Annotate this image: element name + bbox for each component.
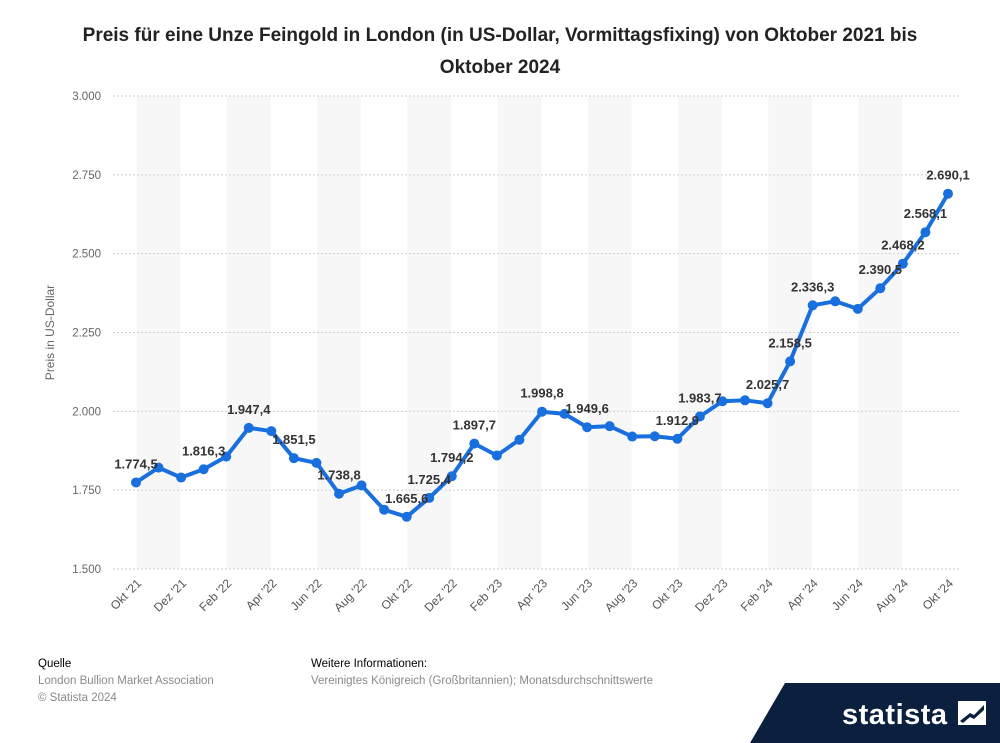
data-point xyxy=(334,488,344,499)
data-point xyxy=(153,462,164,473)
chart-title: Preis für eine Unze Feingold in London (… xyxy=(82,25,918,78)
data-point xyxy=(672,433,683,444)
x-tick-label: Feb '23 xyxy=(467,576,505,614)
data-label: 1.816,3 xyxy=(182,443,225,458)
data-point xyxy=(288,453,299,464)
data-label: 1.912,9 xyxy=(656,413,699,428)
data-point xyxy=(356,480,367,491)
info-block: Weitere Informationen: Vereinigtes König… xyxy=(311,656,653,690)
data-label: 1.665,6 xyxy=(385,491,428,506)
x-tick-label: Dez '21 xyxy=(151,576,190,615)
info-heading: Weitere Informationen: xyxy=(311,658,428,670)
y-tick-label: 2.250 xyxy=(72,328,101,340)
x-tick-label: Okt '23 xyxy=(649,576,686,613)
data-point xyxy=(491,450,502,461)
x-tick-label: Jun '22 xyxy=(288,576,325,613)
data-point xyxy=(131,477,141,488)
x-tick-label: Okt '22 xyxy=(378,576,415,613)
data-label: 2.690,1 xyxy=(926,168,969,183)
data-point xyxy=(582,422,593,433)
data-label: 2.158,5 xyxy=(768,335,811,350)
data-point xyxy=(401,511,412,522)
data-label: 1.738,8 xyxy=(317,468,360,483)
x-tick-label: Apr '22 xyxy=(243,576,280,613)
data-point xyxy=(627,431,638,442)
data-point xyxy=(221,451,232,462)
data-point xyxy=(920,227,931,238)
x-tick-label: Aug '23 xyxy=(602,576,641,615)
source-block: Quelle London Bullion Market Association… xyxy=(38,656,214,707)
x-tick-label: Dez '22 xyxy=(421,576,460,615)
x-tick-label: Feb '24 xyxy=(738,576,776,614)
x-tick-label: Aug '24 xyxy=(873,576,912,615)
source-heading: Quelle xyxy=(38,658,72,670)
data-point xyxy=(762,398,773,409)
info-text: Vereinigtes Königreich (Großbritannien);… xyxy=(311,675,653,687)
data-label: 1.949,6 xyxy=(565,401,608,416)
x-tick-label: Feb '22 xyxy=(196,576,234,614)
data-point xyxy=(604,421,615,432)
data-point xyxy=(469,438,480,449)
background-band xyxy=(678,96,722,569)
statista-logo[interactable]: statista xyxy=(750,683,1000,743)
data-point xyxy=(785,356,796,367)
data-point xyxy=(717,396,728,407)
data-point xyxy=(311,457,322,468)
data-label: 1.774,5 xyxy=(114,456,157,471)
data-label: 1.897,7 xyxy=(453,418,496,433)
x-tick-label: Apr '24 xyxy=(784,576,821,613)
data-label: 2.336,3 xyxy=(791,279,834,294)
x-tick-label: Jun '24 xyxy=(829,576,866,613)
data-point xyxy=(266,426,277,437)
data-label: 1.983,7 xyxy=(678,390,721,405)
x-tick-label: Jun '23 xyxy=(558,576,595,613)
y-tick-label: 1.750 xyxy=(72,485,101,497)
x-tick-label: Apr '23 xyxy=(514,576,551,613)
data-point xyxy=(514,434,525,445)
data-point xyxy=(379,504,390,515)
y-tick-label: 2.750 xyxy=(72,170,101,182)
data-label: 1.794,2 xyxy=(430,450,473,465)
x-tick-label: Okt '21 xyxy=(108,576,145,613)
data-point xyxy=(559,408,570,419)
data-point xyxy=(649,431,660,442)
data-point xyxy=(198,464,209,475)
data-label: 2.390,5 xyxy=(859,262,902,277)
copyright-text: © Statista 2024 xyxy=(38,692,117,704)
y-tick-label: 2.000 xyxy=(72,406,101,418)
data-point xyxy=(830,296,841,307)
y-axis-title: Preis in US-Dollar xyxy=(43,285,57,380)
data-point xyxy=(807,300,818,311)
data-point xyxy=(852,303,863,314)
data-point xyxy=(537,406,547,417)
data-point xyxy=(424,492,435,503)
source-text: London Bullion Market Association xyxy=(38,675,214,687)
data-point xyxy=(943,188,953,199)
data-label: 2.025,7 xyxy=(746,377,789,392)
data-label: 2.468,2 xyxy=(881,238,924,253)
data-label: 1.851,5 xyxy=(272,432,315,447)
data-point xyxy=(875,283,886,294)
data-label: 1.725,4 xyxy=(408,472,452,487)
data-point xyxy=(243,422,254,433)
data-point xyxy=(694,411,705,422)
brand-name: statista xyxy=(842,699,948,731)
x-tick-label: Dez '23 xyxy=(692,576,731,615)
y-tick-label: 2.500 xyxy=(72,249,101,261)
y-tick-label: 3.000 xyxy=(72,91,101,103)
data-point xyxy=(176,472,187,483)
data-label: 1.998,8 xyxy=(520,386,563,401)
x-tick-label: Okt '24 xyxy=(920,576,957,613)
data-label: 2.568,1 xyxy=(904,206,947,221)
data-point xyxy=(740,395,750,406)
data-point xyxy=(897,258,908,269)
data-label: 1.947,4 xyxy=(227,402,271,417)
data-point xyxy=(446,471,457,482)
x-tick-label: Aug '22 xyxy=(331,576,370,615)
line-chart: 1.500 1.750 2.000 2.250 2.500 2.750 3.000 Preis… xyxy=(43,91,970,615)
y-tick-label: 1.500 xyxy=(72,564,101,576)
statista-icon xyxy=(958,701,986,725)
